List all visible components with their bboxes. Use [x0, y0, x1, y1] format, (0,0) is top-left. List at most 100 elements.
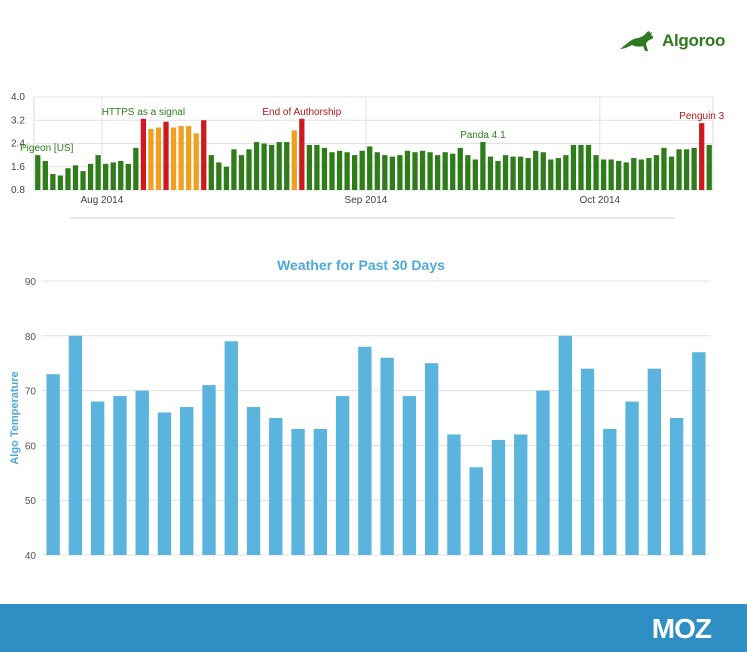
- bar: [80, 171, 86, 190]
- bar: [382, 155, 388, 190]
- bar: [457, 147, 463, 190]
- bar: [540, 152, 546, 190]
- bar: [224, 341, 238, 555]
- bar: [216, 162, 222, 190]
- bar: [95, 155, 101, 190]
- bar: [603, 428, 617, 555]
- bar: [306, 144, 313, 190]
- bar: [367, 146, 373, 190]
- bar: [186, 126, 192, 190]
- bar: [284, 142, 290, 190]
- bar: [269, 418, 283, 555]
- bar: [653, 155, 660, 190]
- bar: [269, 144, 275, 190]
- bar: [600, 159, 607, 190]
- bar: [329, 152, 335, 190]
- bar: [35, 155, 41, 190]
- bar: [555, 158, 561, 190]
- algoroo-flux-chart: 4.0 3.2 2.4 1.6 0.8 Aug 2014 Sep 2014 Oct 2014 P…: [11, 92, 725, 219]
- bar: [246, 407, 261, 555]
- bar: [133, 147, 139, 190]
- bar: [502, 155, 509, 190]
- bar: [397, 155, 403, 190]
- bar: [358, 346, 372, 555]
- bar: [90, 401, 105, 555]
- y-tick-label: 60: [25, 441, 37, 452]
- bar: [359, 150, 365, 190]
- bar: [231, 149, 237, 190]
- bar: [616, 160, 622, 190]
- bar: [170, 127, 177, 190]
- bar: [380, 357, 394, 555]
- bar: [336, 150, 343, 190]
- bar: [351, 155, 358, 190]
- y-axis-label: Algo Temperature: [9, 371, 21, 464]
- bar: [140, 118, 147, 190]
- bar: [46, 374, 60, 555]
- bar: [68, 335, 83, 555]
- bar: [570, 144, 577, 190]
- bar: [313, 428, 328, 555]
- bar: [103, 163, 109, 190]
- bar: [427, 152, 433, 190]
- bar: [125, 163, 131, 190]
- bar: [419, 150, 426, 190]
- event-annotation: Panda 4.1: [460, 130, 506, 141]
- footer-bar: MOZ: [0, 604, 747, 652]
- bar: [208, 155, 214, 190]
- bar: [291, 130, 297, 190]
- bar: [631, 158, 637, 190]
- event-annotation: Pigeon [US]: [20, 143, 74, 154]
- bar: [593, 155, 599, 190]
- bar: [50, 174, 56, 190]
- bar: [321, 147, 328, 190]
- bar: [402, 396, 417, 555]
- event-annotation: HTTPS as a signal: [102, 107, 185, 118]
- bar: [389, 156, 396, 190]
- bar: [65, 168, 71, 190]
- bar: [578, 144, 584, 190]
- x-tick-label: Oct 2014: [580, 195, 621, 206]
- bar: [442, 152, 448, 190]
- bar: [447, 434, 461, 555]
- bar: [201, 120, 207, 190]
- bar: [450, 153, 456, 190]
- bar: [193, 133, 199, 190]
- bar: [580, 368, 595, 555]
- bar: [558, 335, 572, 555]
- y-tick-label: 3.2: [11, 115, 25, 126]
- bar: [314, 144, 320, 190]
- bar: [536, 390, 550, 555]
- bar: [246, 149, 252, 190]
- bar: [585, 144, 592, 190]
- bar: [647, 368, 662, 555]
- bar: [608, 159, 614, 190]
- bar: [548, 159, 554, 190]
- bar: [110, 162, 116, 190]
- chart-title: Weather for Past 30 Days: [277, 257, 445, 273]
- bar: [180, 407, 194, 555]
- moz-logo: MOZ: [651, 613, 712, 644]
- bar: [335, 396, 350, 555]
- bar: [510, 156, 516, 190]
- bar: [661, 147, 667, 190]
- bar: [491, 439, 506, 555]
- y-tick-label: 1.6: [11, 162, 25, 173]
- bar: [113, 396, 127, 555]
- bar: [692, 352, 706, 555]
- bar: [563, 155, 569, 190]
- bar: [699, 123, 705, 190]
- bar: [424, 363, 439, 555]
- y-tick-label: 50: [25, 496, 37, 507]
- bar: [344, 152, 350, 190]
- bar: [525, 158, 531, 190]
- y-tick-label: 2.4: [11, 139, 25, 150]
- bar: [276, 142, 282, 190]
- bar: [374, 152, 380, 190]
- bar: [646, 158, 652, 190]
- y-tick-label: 70: [25, 387, 37, 398]
- bar: [623, 162, 629, 190]
- y-tick-label: 4.0: [11, 92, 25, 103]
- bar: [495, 160, 501, 190]
- bar: [163, 121, 169, 190]
